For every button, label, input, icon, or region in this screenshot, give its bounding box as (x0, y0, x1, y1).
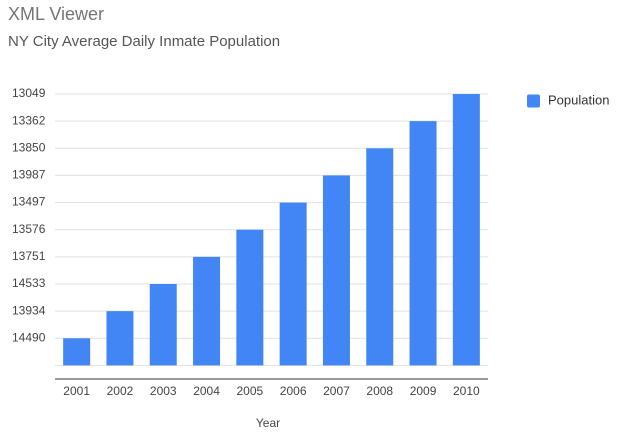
x-tick-label: 2005 (236, 384, 263, 398)
x-tick-label: 2006 (280, 384, 307, 398)
bar (106, 311, 134, 366)
bar (63, 338, 91, 366)
x-tick-label: 2007 (323, 384, 350, 398)
bar (366, 148, 394, 366)
x-tick-label: 2003 (150, 384, 177, 398)
chart-title: NY City Average Daily Inmate Population (8, 33, 280, 50)
y-tick-label: 14490 (12, 330, 46, 344)
x-tick-label: 2010 (453, 384, 480, 398)
bar (279, 202, 307, 366)
legend-swatch (527, 94, 540, 108)
y-tick-label: 13362 (12, 113, 46, 127)
bar (452, 94, 480, 366)
y-tick-label: 13049 (12, 86, 46, 100)
x-tick-label: 2008 (366, 384, 393, 398)
y-tick-label: 13987 (12, 168, 46, 182)
y-tick-label: 13850 (12, 140, 46, 154)
bar (236, 229, 264, 366)
y-tick-label: 13751 (12, 249, 46, 263)
y-tick-label: 14533 (12, 276, 46, 290)
y-tick-label: 13576 (12, 222, 46, 236)
x-tick-label: 2001 (63, 384, 90, 398)
x-tick-label: 2002 (107, 384, 134, 398)
y-tick-label: 13497 (12, 195, 46, 209)
x-tick-label: 2004 (193, 384, 220, 398)
page-title: XML Viewer (8, 4, 104, 24)
bar (409, 121, 437, 366)
bar (193, 256, 221, 366)
legend-label: Population (548, 92, 609, 107)
y-tick-label: 13934 (12, 303, 46, 317)
bar (322, 175, 350, 366)
bar (149, 284, 177, 366)
x-axis-label: Year (256, 416, 280, 430)
x-tick-label: 2009 (410, 384, 437, 398)
